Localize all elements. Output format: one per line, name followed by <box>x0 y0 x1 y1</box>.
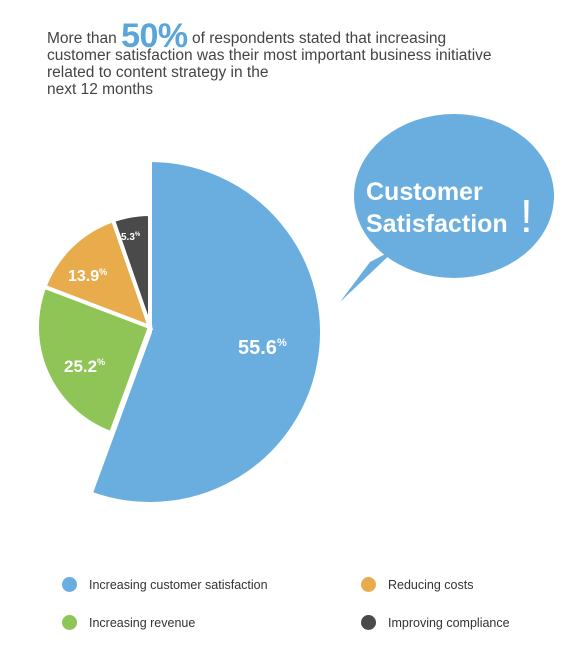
headline-line1-rest: of respondents stated that increasing <box>187 30 447 47</box>
speech-bubble-body <box>354 114 554 278</box>
pie-slice-increasing-revenue <box>35 284 153 436</box>
slice-label-increasing-customer-satisfaction: 55.6% <box>238 337 287 359</box>
headline-line2: customer satisfaction was their most imp… <box>47 47 492 64</box>
chart-headline: More than 50% of respondents stated that… <box>47 19 547 98</box>
pie-slice-increasing-customer-satisfaction <box>88 157 324 506</box>
legend-item-customer-satisfaction: Increasing customer satisfaction <box>62 577 268 592</box>
callout-exclamation: ! <box>520 190 533 242</box>
legend-dot-icon <box>361 577 376 592</box>
legend-label: Improving compliance <box>388 615 510 630</box>
legend-dot-icon <box>62 615 77 630</box>
pie-slice-improving-compliance <box>110 211 152 328</box>
slice-label-reducing-costs: 13.9% <box>68 267 107 285</box>
legend-item-compliance: Improving compliance <box>361 615 510 630</box>
legend-item-costs: Reducing costs <box>361 577 473 592</box>
legend-dot-icon <box>361 615 376 630</box>
speech-bubble-shape <box>340 248 397 302</box>
slice-label-improving-compliance: 5.3% <box>121 232 141 243</box>
headline-prefix: More than <box>47 30 122 47</box>
headline-line4: next 12 months <box>47 81 153 98</box>
callout-line2: Satisfaction <box>366 210 508 238</box>
legend-item-revenue: Increasing revenue <box>62 615 195 630</box>
slice-label-increasing-revenue: 25.2% <box>64 357 105 376</box>
legend-dot-icon <box>62 577 77 592</box>
headline-line3: related to content strategy in the <box>47 64 269 81</box>
pie-slice-reducing-costs <box>41 217 154 331</box>
callout-line1: Customer <box>366 178 483 206</box>
pie-slices <box>35 157 324 506</box>
legend-label: Increasing customer satisfaction <box>89 577 268 592</box>
legend-label: Reducing costs <box>388 577 474 592</box>
speech-bubble: Customer Satisfaction ! <box>340 114 554 302</box>
legend-label: Increasing revenue <box>89 615 196 630</box>
pie-slice-labels: 55.6% 25.2% 13.9% 5.3% <box>64 232 287 376</box>
